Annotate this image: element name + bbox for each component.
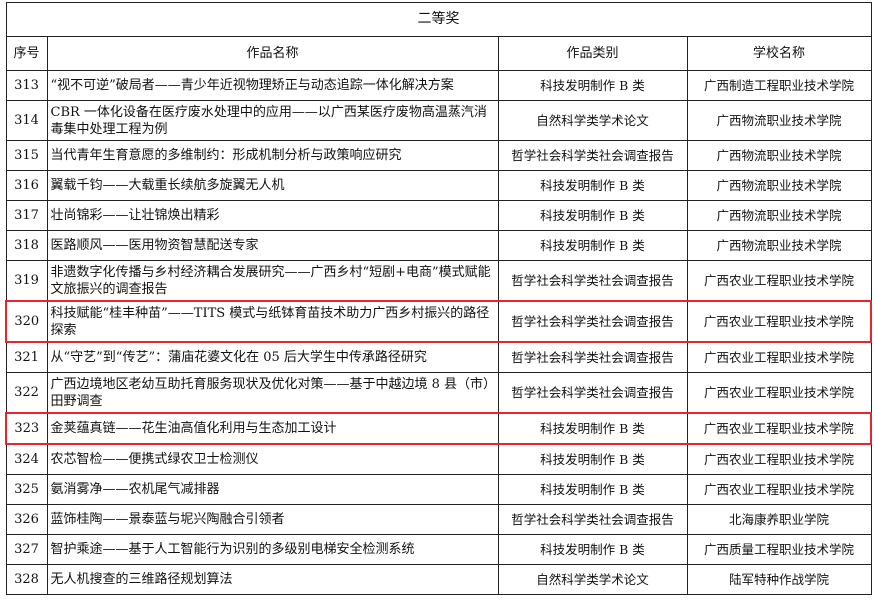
table-row: 325 氨消雾净——农机尾气减排器 科技发明制作 B 类广西农业工程职业技术学院 [5, 474, 872, 505]
cell-name: 蓝饰桂陶——景泰蓝与坭兴陶融合引领者 [46, 504, 499, 535]
table-row: 328 无人机搜查的三维路径规划算法 自然科学类学术论文 陆军特种作战学院 [5, 564, 872, 595]
cell-school: 广西物流职业技术学院 [686, 230, 872, 261]
cell-school: 陆军特种作战学院 [686, 564, 872, 595]
table-row: 314 CBR 一体化设备在医疗废水处理中的应用——以广西某医疗废物高温蒸汽消毒集… [5, 100, 872, 141]
cell-school: 广西农业工程职业技术学院 [686, 300, 872, 343]
cell-school: 广西农业工程职业技术学院 [686, 412, 872, 445]
cell-school: 广西农业工程职业技术学院 [686, 372, 872, 414]
table-row: 327 智护乘途——基于人工智能行为识别的多级别电梯安全检测系统 科技发明制作 B … [5, 534, 872, 565]
cell-name: 金荚蕴真链——花生油高值化利用与生态加工设计 [46, 412, 499, 445]
cell-category: 科技发明制作 B 类 [497, 230, 688, 261]
column-header-school: 学校名称 [686, 36, 872, 71]
table-row: 324 农芯智检——便携式绿农卫士检测仪 科技发明制作 B 类广西农业工程职业技术学… [5, 443, 872, 475]
table-row: 319 非遗数字化传播与乡村经济耦合发展研究——广西乡村“短剧+电商”模式赋能文旅… [5, 260, 872, 302]
cell-no: 315 [5, 140, 48, 171]
cell-category: 科技发明制作 B 类 [497, 200, 688, 231]
table-row-highlighted: 320 科技赋能“桂丰种苗”——TITS 模式与纸钵育苗技术助力广西乡村振兴的路径… [5, 300, 872, 343]
cell-category: 自然科学类学术论文 [497, 100, 688, 141]
cell-category: 哲学社会科学类社会调查报告 [497, 260, 688, 302]
cell-category: 科技发明制作 B 类 [497, 412, 688, 445]
cell-category: 哲学社会科学类社会调查报告 [497, 140, 688, 171]
column-header-no: 序号 [5, 36, 48, 71]
cell-school: 广西物流职业技术学院 [686, 170, 872, 201]
cell-no: 323 [5, 412, 48, 445]
cell-category: 哲学社会科学类社会调查报告 [497, 300, 688, 343]
cell-no: 324 [5, 443, 48, 475]
cell-no: 326 [5, 504, 48, 535]
column-header-category: 作品类别 [497, 36, 688, 71]
table-row: 315 当代青年生育意愿的多维制约：形成机制分析与政策响应研究 哲学社会科学类社会调… [5, 140, 872, 171]
cell-name: 农芯智检——便携式绿农卫士检测仪 [46, 443, 499, 475]
cell-no: 321 [5, 341, 48, 373]
table-row: 317 壮尚锦彩——让壮锦焕出精彩 科技发明制作 B 类广西物流职业技术学院 [5, 200, 872, 231]
table-row: 322 广西边境地区老幼互助托育服务现状及优化对策——基于中越边境 8 县（市）田… [5, 372, 872, 414]
cell-name: 非遗数字化传播与乡村经济耦合发展研究——广西乡村“短剧+电商”模式赋能文旅振兴的… [46, 260, 499, 302]
cell-no: 316 [5, 170, 48, 201]
cell-no: 319 [5, 260, 48, 302]
cell-school: 广西农业工程职业技术学院 [686, 260, 872, 302]
table-row: 321 从“守艺”到“传艺”：蒲庙花婆文化在 05 后大学生中传承路径研究 哲学社会… [5, 341, 872, 373]
cell-school: 广西物流职业技术学院 [686, 100, 872, 141]
cell-no: 327 [5, 534, 48, 565]
cell-category: 哲学社会科学类社会调查报告 [497, 341, 688, 373]
table-title: 二等奖 [5, 2, 872, 37]
cell-category: 哲学社会科学类社会调查报告 [497, 372, 688, 414]
cell-school: 广西质量工程职业技术学院 [686, 534, 872, 565]
cell-no: 318 [5, 230, 48, 261]
cell-no: 320 [5, 300, 48, 343]
cell-school: 北海康养职业学院 [686, 504, 872, 535]
cell-no: 317 [5, 200, 48, 231]
cell-school: 广西制造工程职业技术学院 [686, 70, 872, 101]
cell-name: 氨消雾净——农机尾气减排器 [46, 474, 499, 505]
cell-category: 科技发明制作 B 类 [497, 534, 688, 565]
award-table: 二等奖 序号 作品名称 作品类别 学校名称 313 “视不可逆”破局者——青少年近… [5, 2, 872, 595]
cell-name: 广西边境地区老幼互助托育服务现状及优化对策——基于中越边境 8 县（市）田野调查 [46, 372, 499, 414]
cell-school: 广西农业工程职业技术学院 [686, 443, 872, 475]
table-row: 318 医路顺风——医用物资智慧配送专家 科技发明制作 B 类广西物流职业技术学院 [5, 230, 872, 261]
column-header-name: 作品名称 [46, 36, 499, 71]
cell-name: 壮尚锦彩——让壮锦焕出精彩 [46, 200, 499, 231]
cell-name: 科技赋能“桂丰种苗”——TITS 模式与纸钵育苗技术助力广西乡村振兴的路径探索 [46, 300, 499, 343]
cell-school: 广西物流职业技术学院 [686, 200, 872, 231]
cell-category: 哲学社会科学类社会调查报告 [497, 504, 688, 535]
cell-category: 科技发明制作 B 类 [497, 474, 688, 505]
cell-category: 科技发明制作 B 类 [497, 70, 688, 101]
cell-no: 314 [5, 100, 48, 141]
cell-no: 325 [5, 474, 48, 505]
table-row-highlighted: 323 金荚蕴真链——花生油高值化利用与生态加工设计 科技发明制作 B 类广西农业工… [5, 412, 872, 445]
cell-no: 328 [5, 564, 48, 595]
cell-name: 智护乘途——基于人工智能行为识别的多级别电梯安全检测系统 [46, 534, 499, 565]
award-table-container: 二等奖 序号 作品名称 作品类别 学校名称 313 “视不可逆”破局者——青少年近… [5, 2, 872, 595]
cell-category: 科技发明制作 B 类 [497, 443, 688, 475]
cell-school: 广西物流职业技术学院 [686, 140, 872, 171]
cell-no: 322 [5, 372, 48, 414]
cell-name: 无人机搜查的三维路径规划算法 [46, 564, 499, 595]
cell-name: CBR 一体化设备在医疗废水处理中的应用——以广西某医疗废物高温蒸汽消毒集中处理… [46, 100, 499, 141]
cell-school: 广西农业工程职业技术学院 [686, 474, 872, 505]
cell-no: 313 [5, 70, 48, 101]
cell-category: 科技发明制作 B 类 [497, 170, 688, 201]
cell-name: 当代青年生育意愿的多维制约：形成机制分析与政策响应研究 [46, 140, 499, 171]
cell-name: 从“守艺”到“传艺”：蒲庙花婆文化在 05 后大学生中传承路径研究 [46, 341, 499, 373]
cell-school: 广西农业工程职业技术学院 [686, 341, 872, 373]
cell-name: 翼载千钧——大载重长续航多旋翼无人机 [46, 170, 499, 201]
table-row: 313 “视不可逆”破局者——青少年近视物理矫正与动态追踪一体化解决方案 科技发明制… [5, 70, 872, 101]
cell-name: 医路顺风——医用物资智慧配送专家 [46, 230, 499, 261]
table-row: 316 翼载千钧——大载重长续航多旋翼无人机 科技发明制作 B 类广西物流职业技术学… [5, 170, 872, 201]
table-row: 326 蓝饰桂陶——景泰蓝与坭兴陶融合引领者 哲学社会科学类社会调查报告 北海康养职业… [5, 504, 872, 535]
cell-name: “视不可逆”破局者——青少年近视物理矫正与动态追踪一体化解决方案 [46, 70, 499, 101]
cell-category: 自然科学类学术论文 [497, 564, 688, 595]
